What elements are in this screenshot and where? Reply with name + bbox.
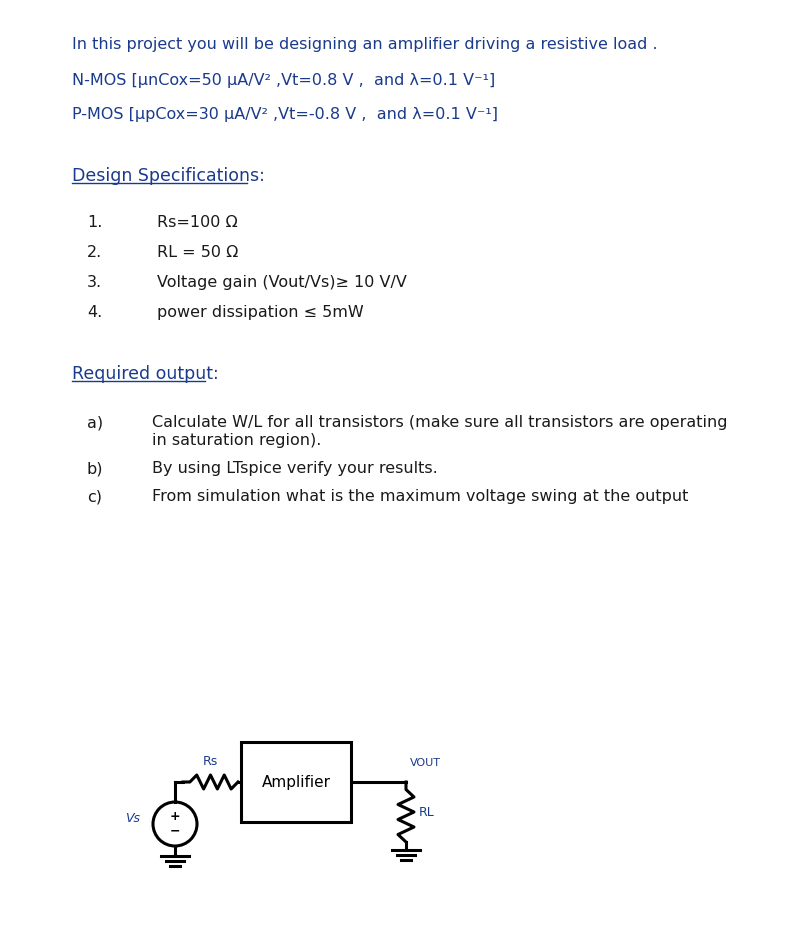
Text: in saturation region).: in saturation region). (152, 433, 321, 448)
Text: Calculate W/L for all transistors (make sure all transistors are operating: Calculate W/L for all transistors (make … (152, 415, 727, 430)
Text: Vs: Vs (125, 813, 140, 826)
Text: VOUT: VOUT (410, 758, 441, 768)
Text: Rs=100 Ω: Rs=100 Ω (157, 215, 238, 230)
Text: By using LTspice verify your results.: By using LTspice verify your results. (152, 461, 438, 476)
Text: c): c) (87, 489, 102, 504)
Text: Amplifier: Amplifier (262, 774, 331, 789)
Text: In this project you will be designing an amplifier driving a resistive load .: In this project you will be designing an… (72, 37, 657, 52)
Text: −: − (170, 825, 180, 838)
Text: 1.: 1. (87, 215, 102, 230)
Text: Required output:: Required output: (72, 365, 219, 383)
Text: RL: RL (419, 805, 435, 818)
Text: P-MOS [μpCox=30 μA/V² ,Vt=-0.8 V ,  and λ=0.1 V⁻¹]: P-MOS [μpCox=30 μA/V² ,Vt=-0.8 V , and λ… (72, 107, 498, 122)
Text: From simulation what is the maximum voltage swing at the output: From simulation what is the maximum volt… (152, 489, 688, 504)
Text: power dissipation ≤ 5mW: power dissipation ≤ 5mW (157, 305, 364, 320)
Bar (241, 742, 351, 822)
Text: 2.: 2. (87, 245, 102, 260)
Text: +: + (170, 811, 180, 824)
Text: Rs: Rs (203, 755, 218, 768)
Text: N-MOS [μnCox=50 μA/V² ,Vt=0.8 V ,  and λ=0.1 V⁻¹]: N-MOS [μnCox=50 μA/V² ,Vt=0.8 V , and λ=… (72, 73, 496, 88)
Text: a): a) (87, 415, 103, 430)
Text: 4.: 4. (87, 305, 102, 320)
Text: Design Specifications:: Design Specifications: (72, 167, 265, 185)
Text: Voltage gain (Vout/Vs)≥ 10 V/V: Voltage gain (Vout/Vs)≥ 10 V/V (157, 275, 407, 290)
Text: b): b) (87, 461, 104, 476)
Text: 3.: 3. (87, 275, 102, 290)
Text: RL = 50 Ω: RL = 50 Ω (157, 245, 239, 260)
